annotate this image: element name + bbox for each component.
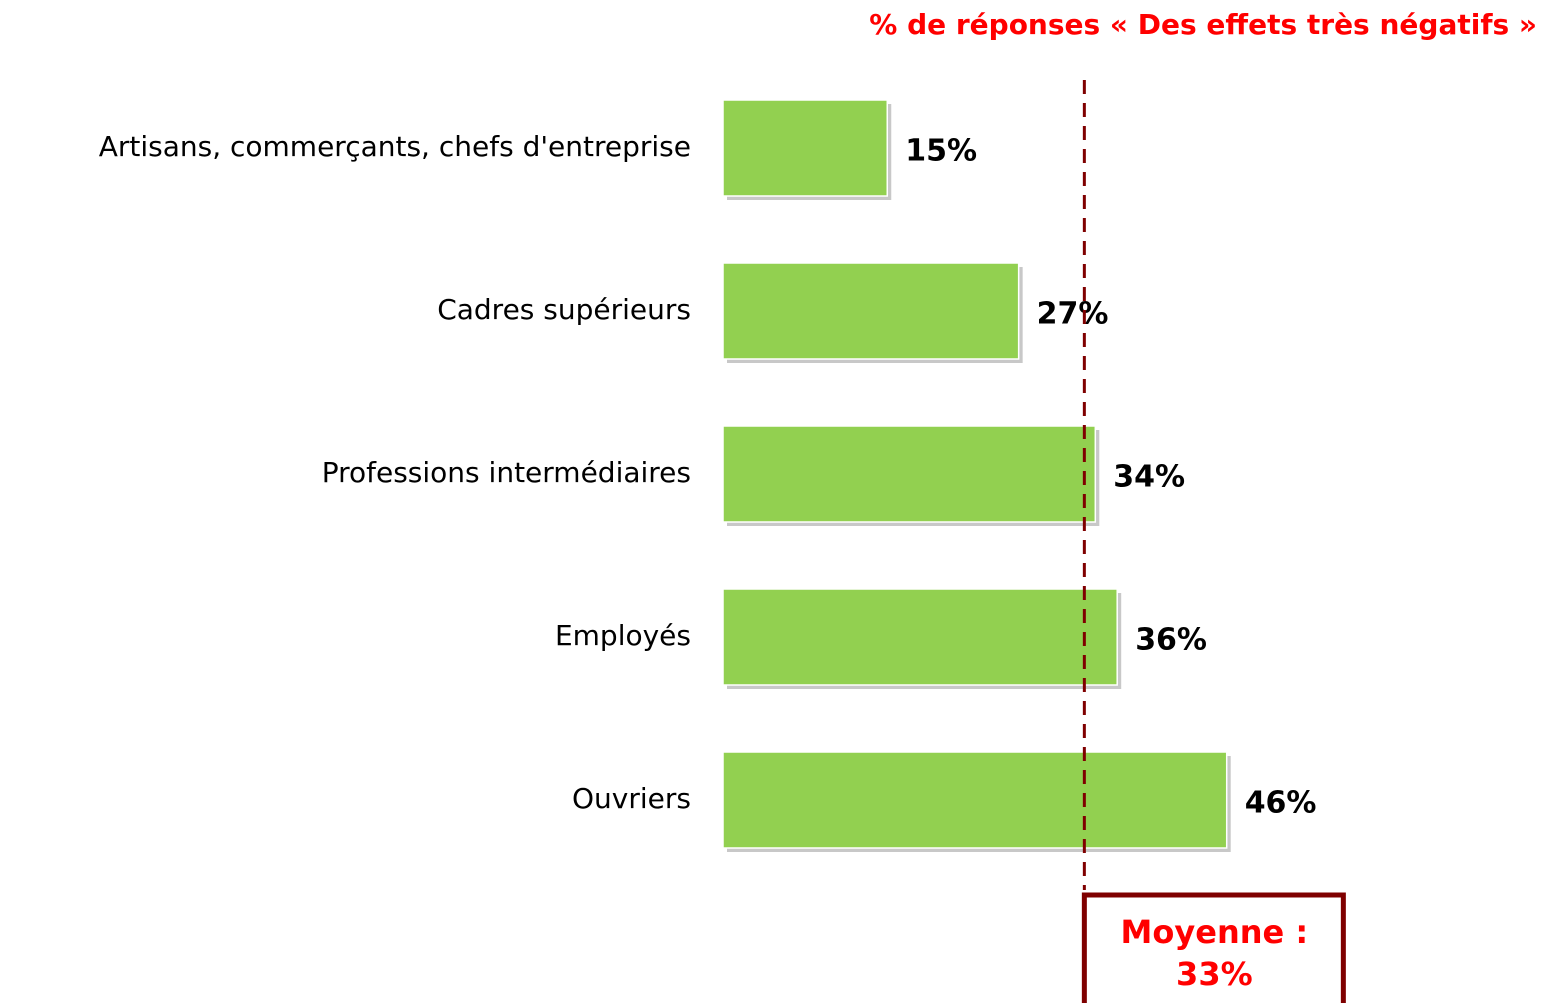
bar — [722, 262, 1020, 360]
value-label: 27% — [1037, 297, 1109, 332]
value-label: 36% — [1135, 623, 1207, 658]
average-label: Moyenne : — [1121, 913, 1309, 951]
value-label: 46% — [1245, 786, 1317, 821]
category-label: Ouvriers — [572, 782, 691, 815]
chart-title: % de réponses « Des effets très négatifs… — [869, 8, 1537, 41]
average-box — [1081, 892, 1346, 1003]
value-label: 34% — [1113, 460, 1185, 495]
category-label: Cadres supérieurs — [437, 293, 691, 326]
category-label: Artisans, commerçants, chefs d'entrepris… — [99, 130, 691, 163]
average-value-label: 33% — [1176, 955, 1253, 993]
category-label: Employés — [555, 619, 691, 652]
bar — [722, 751, 1228, 849]
value-label: 15% — [905, 134, 977, 169]
bar — [722, 588, 1118, 686]
bar — [722, 425, 1097, 523]
bar — [722, 99, 888, 197]
category-label: Professions intermédiaires — [322, 456, 691, 489]
